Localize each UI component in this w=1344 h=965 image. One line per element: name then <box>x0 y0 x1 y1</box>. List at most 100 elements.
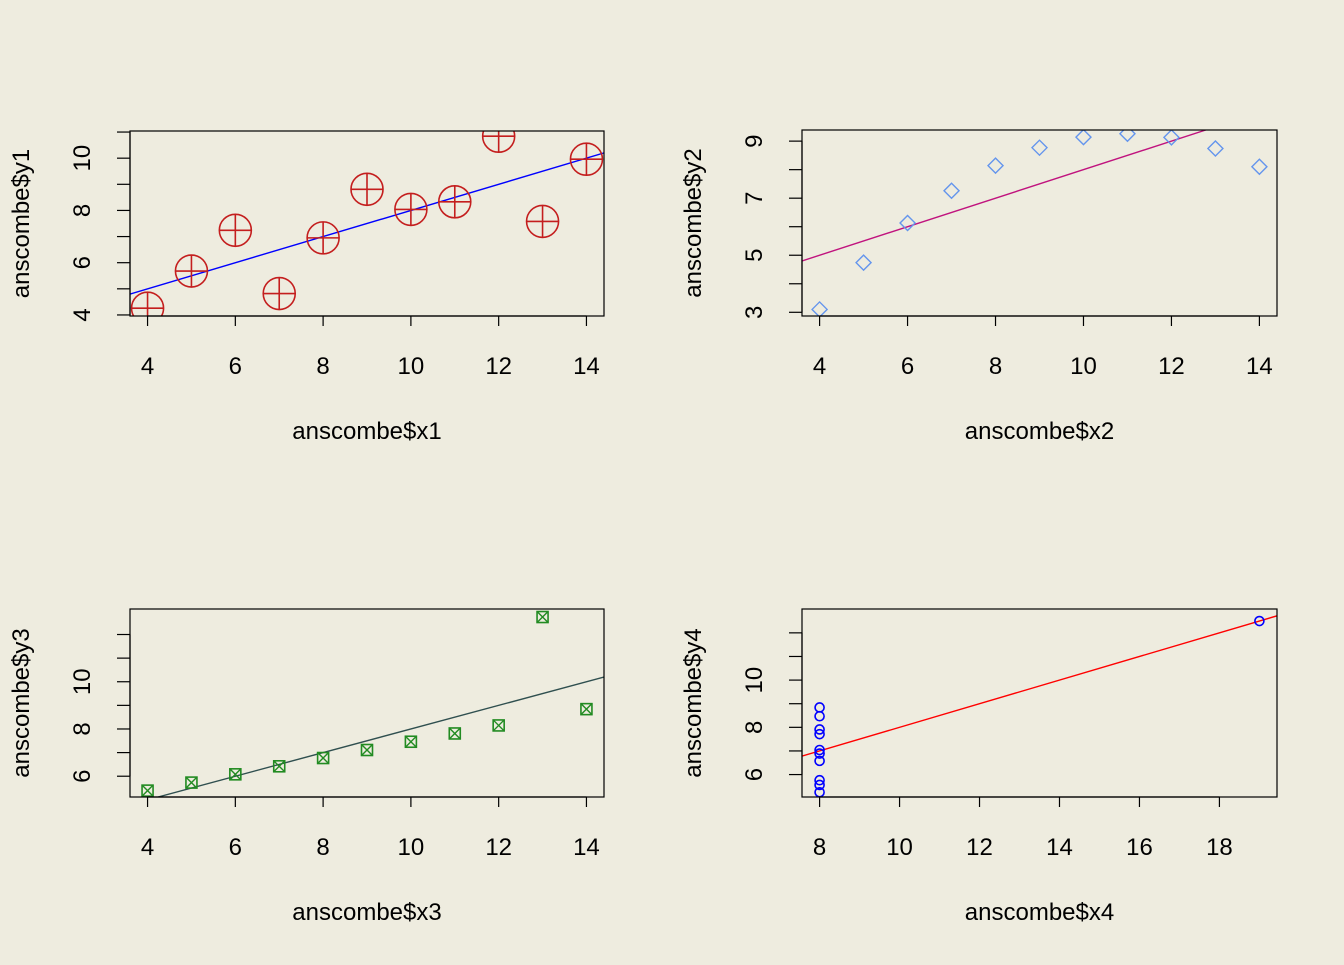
point-diag-b <box>141 784 154 797</box>
y-axis: 3 5 7 9 <box>741 134 803 319</box>
y-axis-label: anscombe$y3 <box>8 628 35 777</box>
x-tick-label: 6 <box>901 353 914 380</box>
data-point <box>814 728 825 740</box>
data-point <box>943 182 961 200</box>
x-tick-label: 14 <box>1046 834 1073 861</box>
x-tick-label: 12 <box>485 834 512 861</box>
point-square <box>316 751 330 765</box>
data-point <box>130 291 165 316</box>
x-tick-label: 4 <box>813 353 826 380</box>
data-points <box>811 130 1268 316</box>
data-point <box>1206 140 1224 158</box>
data-point <box>492 719 505 732</box>
data-point <box>174 254 209 288</box>
x-axis: 4 6 8 10 12 14 <box>141 315 600 380</box>
regression-line <box>802 130 1206 262</box>
point-diag-b <box>404 735 417 748</box>
point-diag-b <box>361 744 373 756</box>
data-point <box>272 759 286 773</box>
data-point <box>987 157 1005 175</box>
x-tick-label: 12 <box>966 834 993 861</box>
point-square <box>360 743 374 757</box>
data-points <box>130 131 604 316</box>
point-square <box>229 768 242 781</box>
panel-4: 8 10 12 14 16 18 anscombe$x4 6 8 10 anscombe$y4 <box>680 608 1278 926</box>
y-tick-label: 6 <box>69 770 96 783</box>
y-tick-label: 10 <box>69 668 96 695</box>
x-tick-label: 6 <box>229 353 242 380</box>
x-tick-label: 6 <box>229 834 242 861</box>
x-tick-label: 10 <box>886 834 913 861</box>
y-tick-label: 8 <box>69 204 96 217</box>
x-axis-label: anscombe$x1 <box>292 418 441 445</box>
regression-line <box>157 676 604 797</box>
regression-line <box>802 615 1277 757</box>
y-tick-label: 4 <box>69 308 96 321</box>
data-point <box>229 768 242 781</box>
data-point <box>814 710 825 722</box>
data-point <box>1250 158 1268 176</box>
data-point <box>1031 139 1048 157</box>
data-point <box>1074 130 1092 146</box>
data-point <box>218 213 253 248</box>
x-tick-label: 16 <box>1126 834 1153 861</box>
data-points <box>814 615 1265 797</box>
y-tick-label: 6 <box>741 768 768 781</box>
panel-3: 4 6 8 10 12 14 anscombe$x3 6 8 10 anscombe$y3 <box>8 608 605 926</box>
y-tick-label: 5 <box>741 249 768 262</box>
x-axis: 4 6 8 10 12 14 <box>813 315 1273 380</box>
x-tick-label: 14 <box>573 353 600 380</box>
data-point <box>448 727 462 740</box>
plot-frame <box>801 129 1278 317</box>
point-diag-b <box>448 727 461 740</box>
data-point <box>525 204 560 239</box>
x-axis-label: anscombe$x4 <box>965 899 1114 926</box>
data-point <box>1118 130 1136 143</box>
x-tick-label: 8 <box>989 353 1002 380</box>
point-square <box>404 735 418 749</box>
point-square <box>141 784 154 797</box>
data-point <box>569 142 604 177</box>
y-axis: 6 8 10 <box>741 632 803 781</box>
y-tick-label: 3 <box>741 306 768 319</box>
point-diag-b <box>185 776 198 789</box>
data-point <box>185 776 198 789</box>
point-diag-b <box>229 768 242 781</box>
y-axis-label: anscombe$y2 <box>680 148 707 297</box>
panel-2: 4 6 8 10 12 14 anscombe$x2 3 5 7 9 anscombe$y2 <box>680 129 1278 445</box>
x-tick-label: 18 <box>1206 834 1233 861</box>
point-square <box>580 702 593 716</box>
data-point <box>814 724 825 735</box>
x-tick-label: 8 <box>316 834 329 861</box>
data-point <box>316 751 330 765</box>
x-tick-label: 12 <box>1158 353 1185 380</box>
data-point <box>814 744 825 756</box>
data-point <box>814 748 825 759</box>
y-tick-label: 10 <box>69 145 96 172</box>
data-point <box>536 610 549 624</box>
data-point <box>306 221 340 255</box>
point-diag-b <box>536 611 549 624</box>
y-axis-label: anscombe$y1 <box>8 149 35 298</box>
data-point <box>262 276 297 311</box>
x-tick-label: 14 <box>1246 353 1273 380</box>
y-axis: 6 8 10 <box>69 633 131 783</box>
plot-frame <box>129 608 605 798</box>
point-diag-b <box>273 760 286 773</box>
data-point <box>899 214 917 232</box>
data-point <box>580 702 593 716</box>
point-diag-b <box>580 703 593 716</box>
data-point <box>814 774 825 786</box>
y-tick-label: 6 <box>69 256 96 269</box>
x-tick-label: 12 <box>485 353 512 380</box>
regression-line <box>130 152 604 295</box>
y-tick-label: 8 <box>69 722 96 735</box>
x-axis: 8 10 12 14 16 18 <box>813 796 1233 861</box>
x-tick-label: 14 <box>573 834 600 861</box>
data-point <box>141 784 154 797</box>
x-tick-label: 10 <box>1070 353 1097 380</box>
point-square <box>272 759 286 773</box>
data-point <box>1254 615 1265 627</box>
panel-1: 4 6 8 10 12 14 anscombe$x1 4 6 8 10 anscombe$y1 <box>8 130 605 445</box>
